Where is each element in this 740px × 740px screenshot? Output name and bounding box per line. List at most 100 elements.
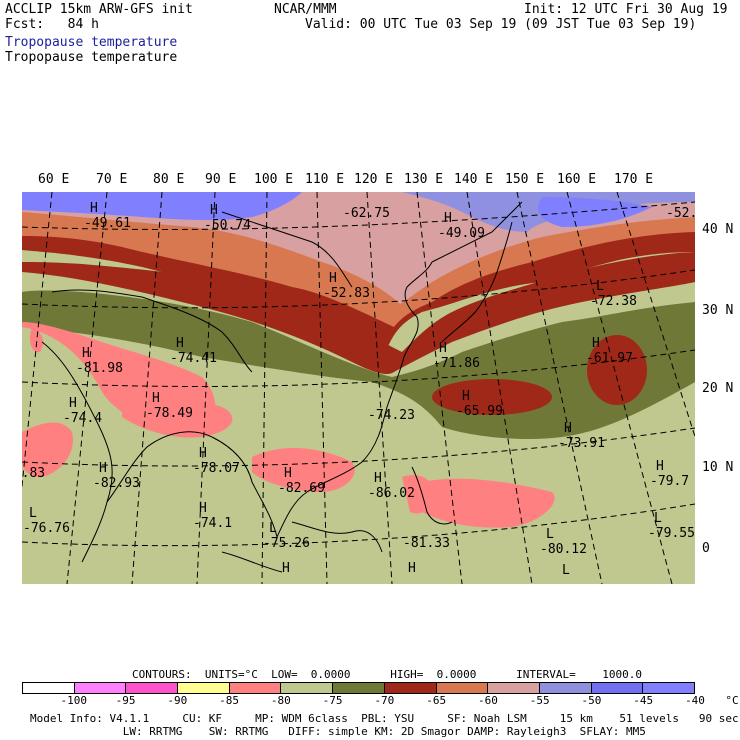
high-marker: H	[152, 391, 160, 406]
lon-label: 70 E	[96, 172, 128, 187]
extremum-value: -61.97	[586, 351, 633, 366]
low-marker: L	[29, 506, 37, 521]
legend-swatch	[436, 683, 489, 693]
parallel-40n	[22, 201, 695, 230]
model-title: ACCLIP 15km ARW-GFS init	[5, 2, 193, 17]
band-minus50-east	[22, 192, 695, 232]
lon-label: 140 E	[454, 172, 494, 187]
high-marker: H	[199, 446, 207, 461]
lat-label: 0	[702, 541, 710, 556]
meridian	[616, 192, 695, 439]
legend-tick-label: -40	[685, 694, 705, 707]
band-minus80-philippines	[402, 475, 434, 514]
lon-label: 120 E	[354, 172, 394, 187]
extremum-value: -80.12	[540, 542, 587, 557]
extremum-value: -81.33	[403, 536, 450, 551]
low-marker: L	[596, 279, 604, 294]
extremum-value: -81.98	[76, 361, 123, 376]
extremum-value: -74.23	[368, 408, 415, 423]
meridian	[516, 192, 603, 584]
extremum-value: -65.99	[456, 404, 503, 419]
coastline-india-west	[41, 341, 113, 563]
legend-tick-label: -60	[477, 694, 498, 707]
high-marker: H	[69, 396, 77, 411]
extremum-value: -74.1	[193, 516, 232, 531]
coastline-china	[386, 261, 433, 408]
lon-label: 110 E	[305, 172, 345, 187]
high-marker: H	[199, 501, 207, 516]
parallel-10n	[22, 427, 695, 467]
parallel-0	[22, 503, 695, 547]
extremum-value: -78.49	[146, 406, 193, 421]
legend-tick-label: -45	[633, 694, 654, 707]
extremum-value: -76.76	[23, 521, 70, 536]
coastline-north	[431, 201, 523, 263]
high-marker: H	[374, 471, 382, 486]
high-marker: H	[444, 211, 452, 226]
lat-label: 30 N	[702, 303, 734, 318]
valid-time: Valid: 00 UTC Tue 03 Sep 19 (09 JST Tue …	[305, 17, 697, 32]
lon-label: 150 E	[505, 172, 545, 187]
extremum-value: -52.	[666, 206, 695, 221]
high-marker: H	[439, 341, 447, 356]
legend-swatch	[488, 683, 540, 693]
coastline-philippines	[411, 466, 453, 525]
band-minus80-nw	[29, 327, 44, 353]
coastlines	[41, 201, 523, 573]
extremum-value: -74.4	[63, 411, 102, 426]
coastline-india-east	[106, 431, 213, 503]
band-minus80-arabian	[22, 422, 73, 477]
meridian	[22, 192, 53, 491]
model-info: Model Info: V4.1.1 CU: KF MP: WDM 6class…	[30, 712, 739, 725]
coastline-japan	[441, 221, 513, 343]
high-marker: H	[210, 203, 218, 218]
legend-swatch	[23, 683, 75, 693]
meridian	[196, 192, 216, 584]
extremum-value: -73.91	[558, 436, 605, 451]
legend-swatch	[591, 683, 644, 693]
legend-swatch	[333, 683, 385, 693]
legend-tick-label: -70	[374, 694, 395, 707]
low-marker: L	[269, 521, 277, 536]
lon-label: 90 E	[205, 172, 237, 187]
high-marker: H	[592, 336, 600, 351]
band-minus80-pacific	[422, 478, 555, 528]
field-title-secondary: Tropopause temperature	[5, 50, 178, 65]
lon-label: 60 E	[38, 172, 70, 187]
meridian	[466, 192, 533, 584]
band-minus65-south	[432, 379, 552, 415]
band-minus65-eddy	[587, 335, 647, 405]
lat-label: 40 N	[702, 222, 734, 237]
extremum-value: -49.61	[84, 216, 131, 231]
high-marker: H	[176, 336, 184, 351]
extremum-value: -78.07	[193, 461, 240, 476]
extremum-value: -75.26	[263, 536, 310, 551]
legend-tick-label: -55	[529, 694, 550, 707]
parallel-30n	[22, 269, 695, 309]
high-marker: H	[329, 271, 337, 286]
meridian	[366, 192, 393, 584]
meridian	[66, 192, 108, 584]
legend-swatch	[178, 683, 230, 693]
temperature-bands	[22, 192, 695, 584]
extremum-value: -82.93	[93, 476, 140, 491]
forecast-hour: Fcst: 84 h	[5, 17, 99, 32]
meridian	[131, 192, 163, 584]
extremum-value: -79.7	[650, 474, 689, 489]
band-minus45-west	[22, 192, 302, 221]
legend-swatch	[281, 683, 334, 693]
meridian	[416, 192, 463, 584]
high-marker: H	[656, 459, 664, 474]
legend-tick-label: °C	[725, 694, 739, 707]
legend-swatch	[126, 683, 179, 693]
meridian	[261, 192, 268, 584]
model-physics: LW: RRTMG SW: RRTMG DIFF: simple KM: 2D …	[30, 725, 646, 738]
high-marker: H	[90, 201, 98, 216]
extremum-value: -52.83	[323, 286, 370, 301]
coastline-sumatra	[221, 551, 283, 573]
extremum-value: -72.38	[590, 294, 637, 309]
tropopause-temperature-map: H-49.61H-50.74-62.75 H-49.09-52.H-52.83 L-…	[22, 192, 695, 584]
lon-label: 170 E	[614, 172, 654, 187]
border-tibet	[51, 289, 253, 373]
extremum-value: -74.41	[170, 351, 217, 366]
